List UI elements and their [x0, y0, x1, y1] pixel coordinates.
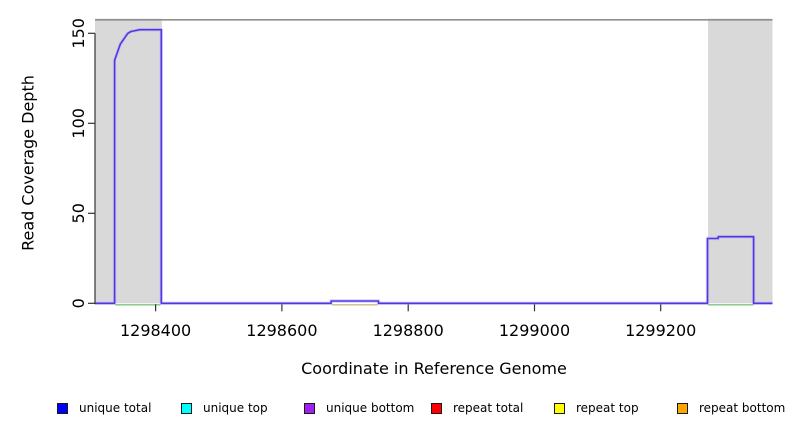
- legend-item-repeat-top: repeat top: [554, 400, 639, 416]
- y-tick-label: 150: [69, 18, 88, 49]
- legend-label: repeat bottom: [699, 401, 786, 415]
- legend-item-repeat-total: repeat total: [431, 400, 523, 416]
- legend-label: repeat top: [576, 401, 639, 415]
- repeat-total-swatch-icon: [431, 402, 442, 414]
- legend-item-unique-top: unique top: [181, 400, 268, 416]
- x-tick-label: 1299200: [625, 321, 696, 340]
- y-tick-label: 0: [69, 298, 88, 308]
- legend-label: unique total: [79, 401, 152, 415]
- legend-item-unique-total: unique total: [57, 400, 151, 416]
- y-tick-label: 50: [69, 203, 88, 223]
- left-shaded-region: [95, 18, 162, 304]
- legend-label: unique top: [203, 401, 268, 415]
- legend-label: unique bottom: [326, 401, 415, 415]
- unique-top-swatch-icon: [181, 402, 192, 414]
- coverage-line: [95, 28, 773, 305]
- unique-bottom-swatch-icon: [304, 402, 315, 414]
- y-axis-label: Read Coverage Depth: [18, 75, 38, 251]
- legend-item-unique-bottom: unique bottom: [304, 400, 414, 416]
- repeat-bottom-swatch-icon: [677, 402, 688, 414]
- x-tick-label: 1299000: [499, 321, 570, 340]
- unique-total-swatch-icon: [57, 402, 68, 414]
- repeat-top-swatch-icon: [554, 402, 565, 414]
- legend-label: repeat total: [453, 401, 524, 415]
- coverage-plot: 0 50 100 150 1298400 1298600 1298800 1299000 129…: [69, 18, 773, 340]
- legend: unique total unique top unique bottom re…: [0, 398, 792, 420]
- coverage-line-halo: [95, 28, 773, 305]
- legend-item-repeat-bottom: repeat bottom: [677, 400, 785, 416]
- x-tick-label: 1298400: [120, 321, 191, 340]
- right-shaded-region: [708, 18, 773, 304]
- x-axis-label: Coordinate in Reference Genome: [301, 359, 567, 378]
- x-tick-label: 1298800: [373, 321, 444, 340]
- y-tick-label: 100: [69, 108, 88, 139]
- x-tick-label: 1298600: [246, 321, 317, 340]
